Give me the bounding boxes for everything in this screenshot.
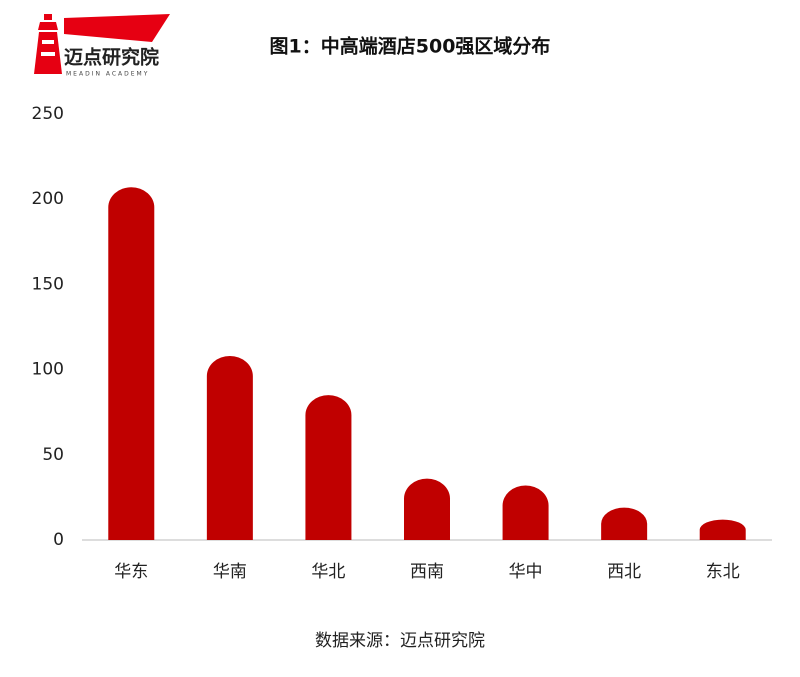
logo-name: 迈点研究院 <box>64 46 159 69</box>
bar <box>404 478 450 540</box>
bar <box>108 187 155 540</box>
logo-stripe <box>42 40 54 44</box>
y-tick-label: 200 <box>32 189 64 209</box>
logo-banner <box>64 14 170 42</box>
chart-title: 图1：中高端酒店500强区域分布 <box>270 35 551 58</box>
y-tick-label: 150 <box>32 274 64 294</box>
bar <box>502 485 549 540</box>
y-tick-label: 250 <box>32 104 64 124</box>
x-tick-label: 东北 <box>706 562 740 582</box>
bar <box>305 395 352 540</box>
x-tick-label: 西北 <box>607 562 641 582</box>
logo: 迈点研究院 MEADIN ACADEMY <box>34 14 170 78</box>
y-tick-label: 100 <box>32 360 64 380</box>
bar <box>601 507 648 540</box>
x-tick-label: 华南 <box>213 562 247 582</box>
x-tick-label: 西南 <box>410 562 444 582</box>
bar <box>206 355 253 540</box>
y-tick-label: 50 <box>42 445 64 465</box>
logo-stripe <box>41 52 55 56</box>
source-note: 数据来源：迈点研究院 <box>315 631 485 651</box>
y-tick-label: 0 <box>53 530 64 550</box>
x-tick-label: 华东 <box>114 562 148 582</box>
logo-top <box>38 22 58 30</box>
x-tick-label: 华北 <box>311 562 345 582</box>
bar <box>699 519 746 540</box>
logo-lamp <box>44 14 52 20</box>
logo-subtitle: MEADIN ACADEMY <box>66 71 149 78</box>
x-tick-label: 华中 <box>509 562 543 582</box>
